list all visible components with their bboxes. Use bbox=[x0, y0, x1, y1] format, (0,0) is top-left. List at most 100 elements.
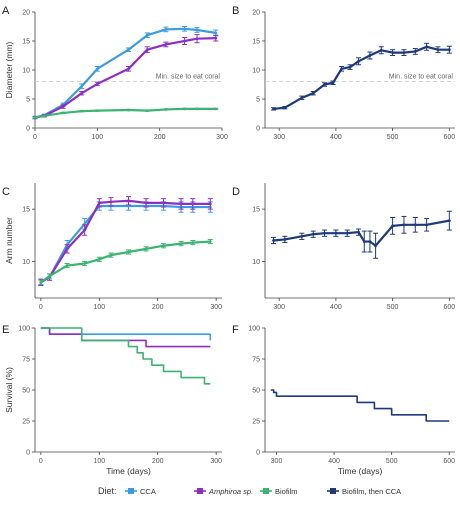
data-point bbox=[368, 54, 372, 57]
y-tick-label: 25 bbox=[252, 419, 260, 426]
x-tick-label: 400 bbox=[328, 458, 340, 465]
x-axis-label: Time (days) bbox=[338, 466, 383, 476]
series-biofilm bbox=[38, 238, 213, 285]
data-point bbox=[331, 81, 335, 85]
x-axis-label: Time (days) bbox=[106, 466, 151, 476]
data-point bbox=[33, 116, 37, 119]
x-tick-label: 500 bbox=[387, 134, 399, 141]
x-tick-label: 300 bbox=[210, 458, 222, 465]
data-point bbox=[345, 231, 349, 235]
legend-item: Amphiroa sp. bbox=[194, 487, 253, 496]
panel-e: E 0 25 50 75 100 0 100 200 300 Survival (%) Time (d… bbox=[2, 324, 222, 476]
y-tick-label: 100 bbox=[248, 326, 260, 333]
series-amphiroa-sp bbox=[38, 196, 213, 286]
panel-label: B bbox=[232, 5, 239, 17]
x-tick-label: 300 bbox=[273, 304, 285, 311]
legend-label: Biofilm, then CCA bbox=[342, 487, 401, 496]
x-tick-label: 500 bbox=[387, 304, 399, 311]
x-tick-label: 200 bbox=[152, 304, 164, 311]
data-point bbox=[109, 253, 113, 257]
data-point bbox=[97, 257, 101, 261]
y-tick-label: 100 bbox=[18, 326, 30, 333]
data-point bbox=[42, 114, 46, 118]
data-point bbox=[447, 219, 451, 223]
data-point bbox=[362, 240, 366, 243]
data-point bbox=[374, 244, 377, 248]
data-point bbox=[65, 264, 69, 267]
data-point bbox=[109, 200, 113, 204]
data-point bbox=[413, 223, 417, 227]
data-point bbox=[272, 239, 275, 242]
x-tick-label: 100 bbox=[91, 134, 103, 141]
y-tick-label: 50 bbox=[252, 388, 260, 395]
data-point bbox=[145, 109, 149, 112]
data-point bbox=[340, 67, 343, 71]
panel-f: F 0 25 50 75 100 300 400 500 600 Time (days) bbox=[232, 324, 455, 476]
legend-item: Biofilm bbox=[260, 487, 298, 496]
data-point bbox=[436, 48, 440, 52]
y-tick-label: 10 bbox=[22, 68, 30, 75]
data-point bbox=[214, 36, 218, 40]
data-point bbox=[195, 28, 199, 32]
series-amphiroa-sp bbox=[40, 327, 211, 348]
data-point bbox=[127, 108, 130, 112]
data-point bbox=[379, 48, 383, 52]
y-tick-label: 15 bbox=[22, 39, 30, 46]
data-point bbox=[334, 231, 338, 235]
panel-b: B 0 5 10 15 20 300 400 500 600 Min. size to eat co… bbox=[232, 5, 455, 141]
panel-label: E bbox=[2, 324, 9, 336]
data-point bbox=[195, 107, 199, 111]
series-biofilm-then-cca bbox=[271, 210, 452, 259]
data-point bbox=[391, 224, 395, 228]
panel-label: C bbox=[2, 186, 10, 198]
data-point bbox=[447, 48, 451, 52]
legend-label: Amphiroa sp. bbox=[208, 487, 253, 496]
data-point bbox=[214, 107, 218, 111]
data-point bbox=[61, 105, 65, 108]
data-point bbox=[80, 84, 84, 88]
data-point bbox=[183, 27, 187, 31]
data-point bbox=[144, 247, 148, 251]
data-point bbox=[191, 241, 195, 244]
data-point bbox=[183, 39, 187, 43]
data-point bbox=[164, 43, 168, 46]
data-point bbox=[195, 37, 199, 41]
data-point bbox=[323, 231, 326, 235]
data-point bbox=[145, 33, 149, 37]
data-point bbox=[80, 91, 84, 95]
panel-label: A bbox=[2, 5, 10, 17]
data-point bbox=[61, 111, 65, 115]
series-line bbox=[273, 219, 450, 247]
x-tick-label: 100 bbox=[93, 458, 105, 465]
x-tick-label: 0 bbox=[33, 134, 37, 141]
data-point bbox=[208, 240, 212, 243]
data-point bbox=[214, 31, 218, 35]
y-tick-label: 75 bbox=[22, 357, 30, 364]
y-tick-label: 0 bbox=[26, 450, 30, 457]
data-point bbox=[183, 107, 187, 111]
data-point bbox=[127, 67, 130, 71]
data-point bbox=[164, 28, 168, 31]
data-point bbox=[283, 106, 287, 110]
legend-label: CCA bbox=[140, 487, 156, 496]
panel-label: D bbox=[232, 186, 240, 198]
x-tick-label: 200 bbox=[154, 134, 166, 141]
y-tick-label: 20 bbox=[22, 10, 30, 17]
data-point bbox=[368, 240, 372, 243]
series-line bbox=[40, 204, 211, 284]
panel-d: D 10 15 300 400 500 600 bbox=[232, 183, 455, 311]
data-point bbox=[357, 59, 360, 63]
y-tick-label: 10 bbox=[252, 259, 260, 266]
legend-title: Diet: bbox=[98, 486, 117, 496]
series-biofilm-then-cca bbox=[271, 42, 452, 111]
x-tick-label: 600 bbox=[443, 134, 455, 141]
data-point bbox=[144, 201, 148, 205]
data-point bbox=[357, 230, 360, 234]
data-point bbox=[191, 202, 195, 206]
x-tick-label: 0 bbox=[39, 458, 43, 465]
y-tick-label: 50 bbox=[22, 388, 30, 395]
x-tick-label: 400 bbox=[330, 134, 342, 141]
